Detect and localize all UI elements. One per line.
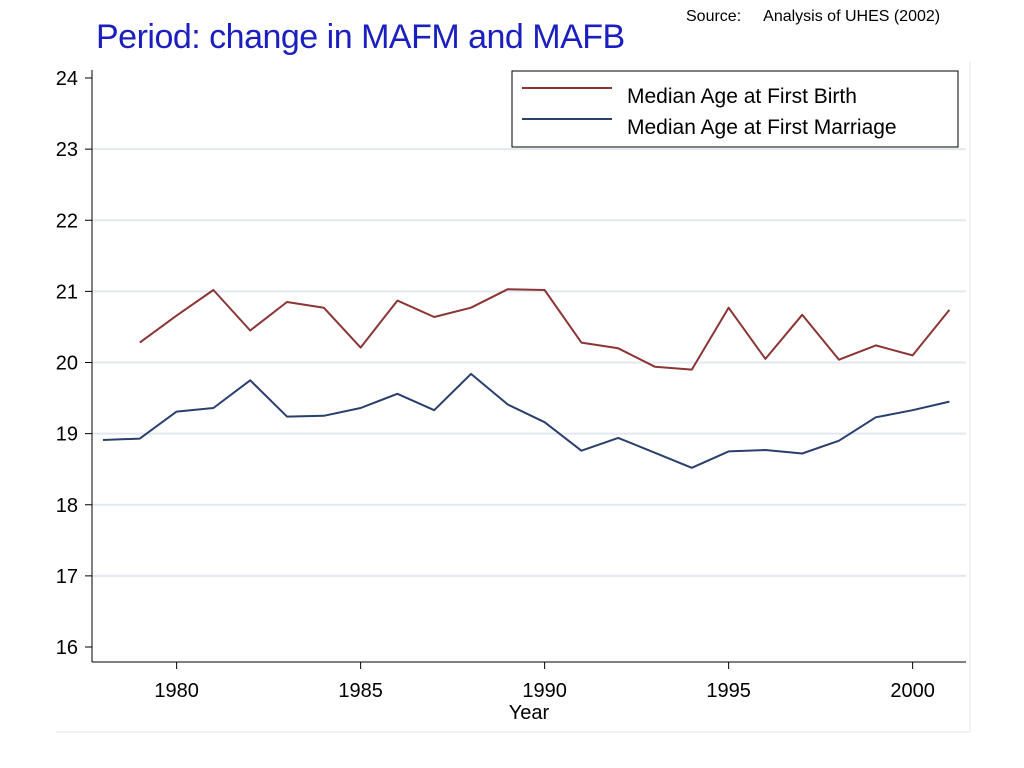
series-line-first-birth (139, 288, 951, 371)
y-tick-label-20: 20 (56, 353, 78, 375)
y-tick-label-19: 19 (56, 424, 78, 446)
x-tick-label-1995: 1995 (706, 680, 751, 702)
y-tick-label-18: 18 (56, 495, 78, 517)
y-tick-label-23: 23 (56, 139, 78, 161)
source-text: Analysis of UHES (2002) (763, 8, 941, 25)
series-line-first-marriage (102, 372, 950, 469)
axes: 16 17 18 19 20 21 22 23 24 1980 1985 1990 1995 2000 (56, 68, 966, 702)
series-group (102, 288, 951, 469)
x-tick-label-1980: 1980 (154, 680, 199, 702)
y-tick-label-16: 16 (56, 637, 78, 659)
source-label: Source: (686, 8, 742, 25)
plot-background (56, 62, 970, 732)
page-title: Period: change in MAFM and MAFB (96, 18, 625, 56)
gridlines (92, 148, 966, 577)
y-tick-label-21: 21 (56, 281, 78, 303)
legend: Median Age at First Birth Median Age at … (511, 70, 959, 148)
x-axis-title: Year (509, 702, 550, 724)
source-note: Source: Analysis of UHES (2002) (686, 8, 940, 26)
y-tick-label-22: 22 (56, 210, 78, 232)
y-tick-label-24: 24 (56, 68, 78, 90)
legend-label-first-marriage: Median Age at First Marriage (627, 116, 897, 139)
x-tick-label-2000: 2000 (890, 680, 935, 702)
x-tick-label-1990: 1990 (522, 680, 567, 702)
y-tick-label-17: 17 (56, 566, 78, 588)
legend-label-first-birth: Median Age at First Birth (627, 85, 857, 108)
x-tick-label-1985: 1985 (338, 680, 383, 702)
legend-box (511, 70, 959, 148)
